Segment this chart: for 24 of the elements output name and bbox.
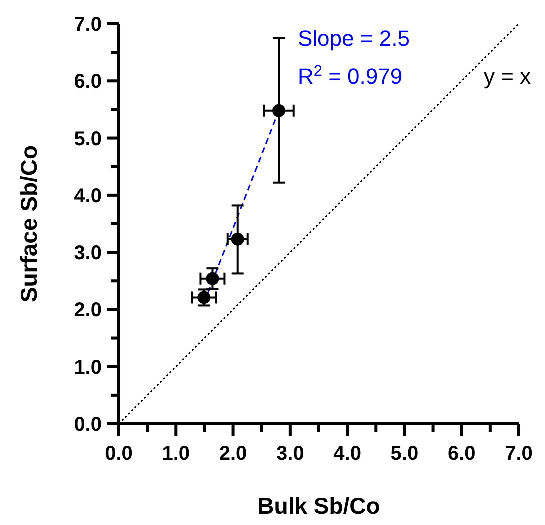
x-axis-title: Bulk Sb/Co (258, 493, 380, 519)
y-axis-title: Surface Sb/Co (16, 145, 42, 303)
x-tick-label: 4.0 (334, 443, 362, 465)
y-tick-label: 0.0 (74, 414, 102, 436)
annotation: R$^{2}$ = 0.979 (298, 62, 403, 89)
x-tick-label: 7.0 (505, 443, 533, 465)
y-tick-label: 3.0 (74, 242, 102, 265)
x-tick-label: 5.0 (390, 443, 419, 465)
y-tick-label: 4.0 (74, 185, 102, 208)
annotation: y = x (484, 64, 532, 89)
x-tick-label: 6.0 (448, 443, 476, 465)
y-tick-label: 1.0 (74, 356, 102, 379)
y-tick-label: 7.0 (74, 14, 102, 36)
x-tick-label: 2.0 (219, 443, 248, 465)
point (206, 272, 220, 286)
x-tick-label: 3.0 (276, 443, 304, 465)
y-tick-label: 6.0 (74, 71, 102, 94)
x-tick-label: 1.0 (162, 443, 190, 465)
annotation: Slope = 2.5 (298, 26, 410, 51)
point (272, 104, 286, 118)
y-tick-label: 2.0 (74, 300, 102, 322)
point (231, 232, 244, 246)
x-tick-label: 0.0 (105, 443, 133, 465)
y-tick-label: 5.0 (74, 128, 102, 150)
